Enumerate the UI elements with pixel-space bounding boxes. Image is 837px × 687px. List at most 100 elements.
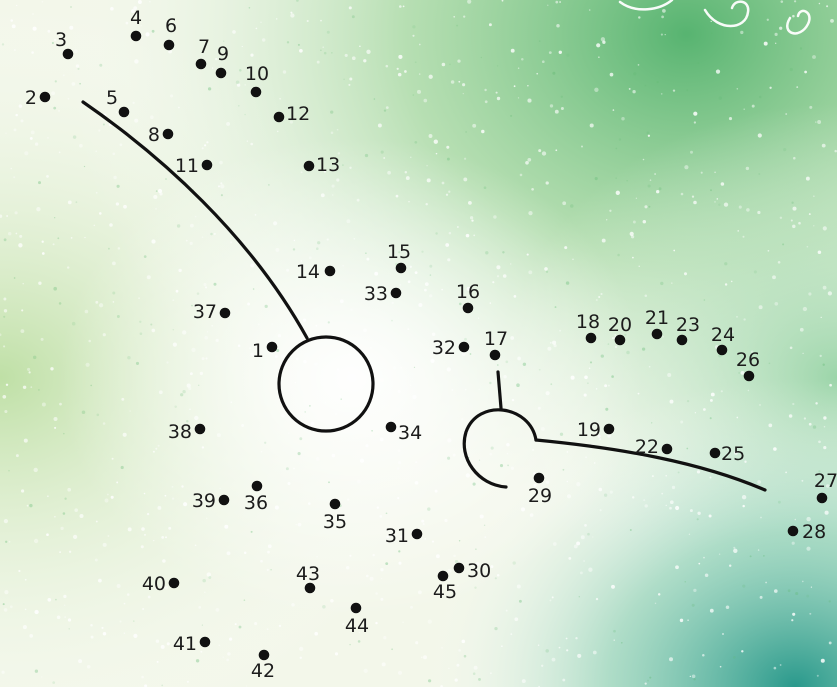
- dot-marker: [250, 86, 262, 98]
- sparkle-speck: [742, 504, 745, 508]
- sparkle-speck: [541, 151, 547, 156]
- sparkle-speck: [236, 83, 241, 87]
- sparkle-speck: [199, 310, 202, 312]
- dot-marker: [395, 262, 407, 274]
- dot-marker: [787, 525, 799, 537]
- sparkle-speck: [51, 91, 56, 96]
- sparkle-speck: [386, 535, 390, 539]
- green-speck: [611, 375, 614, 378]
- sparkle-speck: [326, 238, 329, 241]
- sparkle-speck: [249, 347, 252, 350]
- sparkle-speck: [90, 624, 93, 627]
- sparkle-speck: [336, 178, 340, 182]
- dot-20: 20: [608, 314, 632, 346]
- sparkle-speck: [424, 282, 429, 286]
- green-speck: [365, 252, 367, 255]
- green-speck: [724, 262, 728, 266]
- green-speck: [483, 524, 486, 526]
- green-speck: [480, 56, 482, 59]
- green-speck: [270, 569, 272, 571]
- sparkle-speck: [484, 100, 488, 104]
- sparkle-speck: [792, 206, 797, 211]
- dot-18: 18: [576, 311, 600, 344]
- green-speck: [518, 599, 522, 603]
- sparkle-speck: [693, 588, 697, 593]
- sparkle-speck: [809, 105, 813, 109]
- green-speck: [276, 348, 280, 353]
- green-speck: [446, 157, 450, 161]
- sparkle-speck: [244, 84, 246, 86]
- sparkle-speck: [24, 151, 29, 156]
- sparkle-speck: [601, 238, 606, 243]
- green-speck: [565, 281, 570, 285]
- dot-marker: [266, 341, 278, 353]
- sparkle-speck: [583, 393, 587, 397]
- sparkle-speck: [375, 621, 378, 625]
- sparkle-speck: [122, 432, 127, 437]
- sparkle-speck: [158, 390, 163, 395]
- green-speck: [309, 405, 311, 407]
- sparkle-speck: [490, 672, 492, 675]
- sparkle-speck: [693, 121, 697, 124]
- dot-45: 45: [433, 570, 457, 603]
- sparkle-speck: [730, 330, 734, 334]
- green-speck: [116, 184, 120, 188]
- green-speck: [244, 113, 246, 116]
- sparkle-speck: [107, 535, 110, 537]
- sparkle-speck: [818, 440, 821, 444]
- sparkle-speck: [533, 472, 536, 475]
- green-speck: [465, 131, 467, 133]
- sparkle-speck: [62, 74, 65, 77]
- sparkle-speck: [680, 192, 684, 196]
- sparkle-speck: [41, 676, 43, 678]
- sparkle-speck: [215, 338, 219, 343]
- green-speck: [223, 40, 225, 42]
- sparkle-speck: [496, 96, 501, 101]
- sparkle-speck: [172, 299, 175, 302]
- sparkle-speck: [808, 422, 812, 426]
- sparkle-speck: [566, 649, 569, 652]
- sparkle-speck: [450, 80, 455, 84]
- sparkle-speck: [489, 343, 492, 346]
- dot-43: 43: [296, 563, 320, 594]
- sparkle-speck: [215, 57, 218, 61]
- sparkle-speck: [525, 160, 529, 165]
- dot-40: 40: [142, 573, 180, 595]
- sparkle-speck: [50, 367, 54, 371]
- green-speck: [648, 205, 651, 208]
- sparkle-speck: [562, 678, 566, 682]
- sparkle-speck: [471, 219, 474, 222]
- sparkle-speck: [161, 535, 165, 539]
- sparkle-speck: [426, 165, 428, 167]
- sparkle-speck: [768, 423, 773, 428]
- green-speck: [421, 250, 424, 253]
- dot-number: 13: [316, 154, 340, 176]
- dot-number: 45: [433, 581, 457, 603]
- dot-number: 15: [387, 241, 411, 263]
- sparkle-speck: [481, 129, 485, 134]
- dot-number: 11: [175, 155, 199, 177]
- sparkle-speck: [823, 446, 827, 450]
- sparkle-speck: [758, 305, 763, 310]
- sparkle-speck: [414, 480, 419, 485]
- green-speck: [349, 643, 351, 646]
- sparkle-speck: [261, 38, 266, 42]
- sparkle-speck: [300, 260, 302, 262]
- dot-number: 42: [251, 660, 275, 682]
- sparkle-speck: [297, 522, 302, 527]
- sparkle-speck: [680, 420, 684, 424]
- sparkle-speck: [3, 608, 8, 612]
- sparkle-speck: [164, 585, 168, 590]
- sparkle-speck: [74, 508, 78, 512]
- green-speck: [758, 95, 762, 99]
- sparkle-speck: [183, 502, 188, 507]
- sparkle-speck: [385, 64, 389, 68]
- green-speck: [463, 654, 467, 658]
- sparkle-speck: [15, 232, 18, 235]
- dot-34: 34: [385, 421, 422, 444]
- sparkle-speck: [553, 344, 557, 348]
- sparkle-speck: [427, 619, 432, 624]
- sparkle-speck: [806, 245, 809, 248]
- green-speck: [812, 425, 817, 429]
- sparkle-speck: [24, 608, 27, 611]
